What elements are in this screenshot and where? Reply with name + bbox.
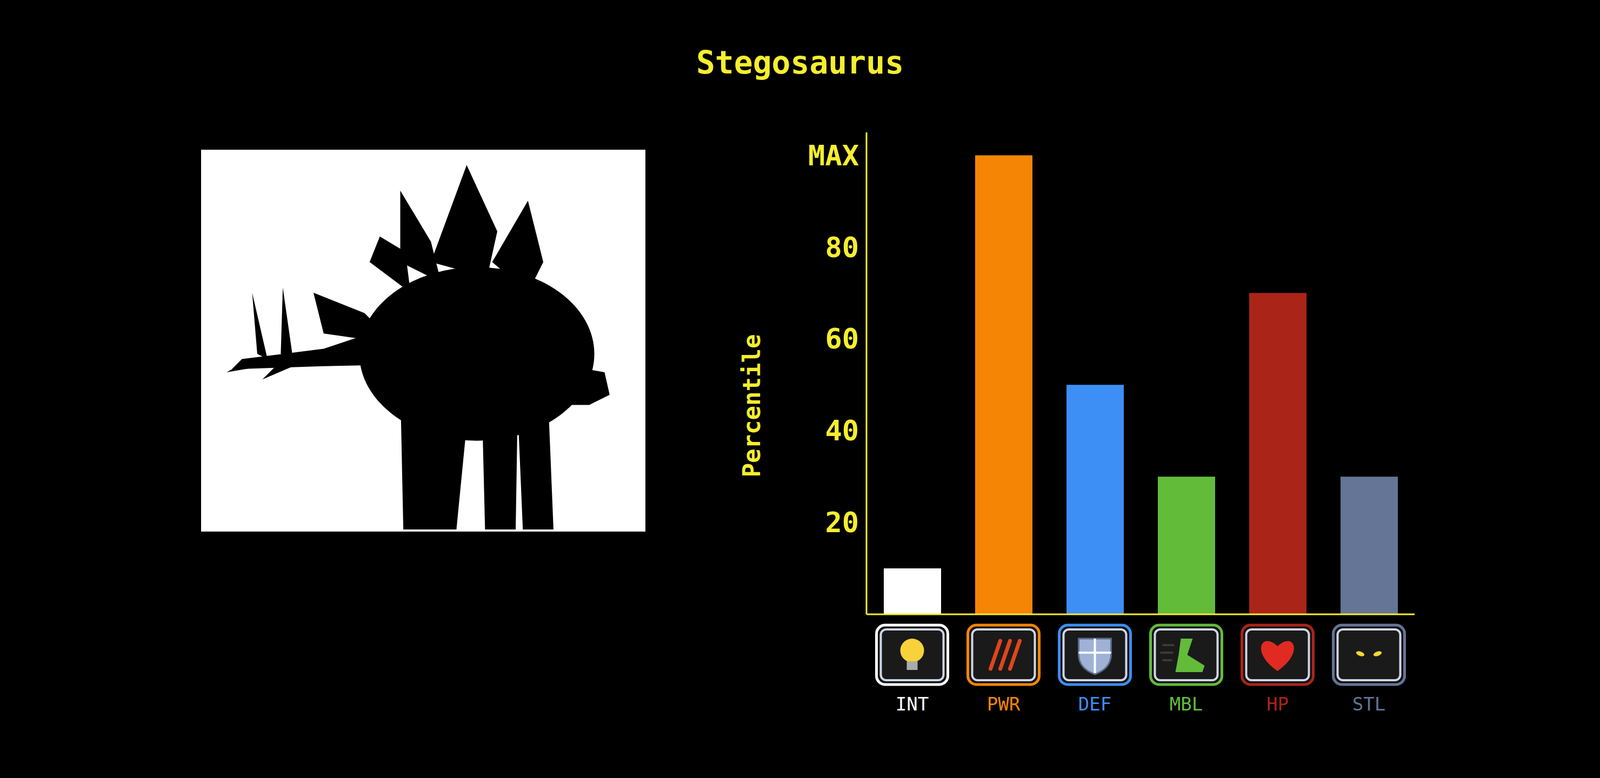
svg-text:HP: HP	[1266, 693, 1289, 716]
svg-text:40: 40	[824, 414, 859, 448]
svg-text:STL: STL	[1352, 693, 1386, 716]
svg-text:60: 60	[824, 322, 859, 356]
svg-text:20: 20	[824, 506, 859, 539]
svg-text:MAX: MAX	[808, 139, 859, 172]
svg-text:DEF: DEF	[1078, 693, 1112, 716]
html-text:Percentile: Percentile	[737, 334, 766, 478]
svg-text:MBL: MBL	[1169, 693, 1203, 716]
svg-text:PWR: PWR	[987, 693, 1021, 716]
html-text:Stegosaurus: Stegosaurus	[696, 44, 904, 82]
svg-text:80: 80	[824, 231, 859, 264]
svg-text:INT: INT	[895, 693, 929, 716]
